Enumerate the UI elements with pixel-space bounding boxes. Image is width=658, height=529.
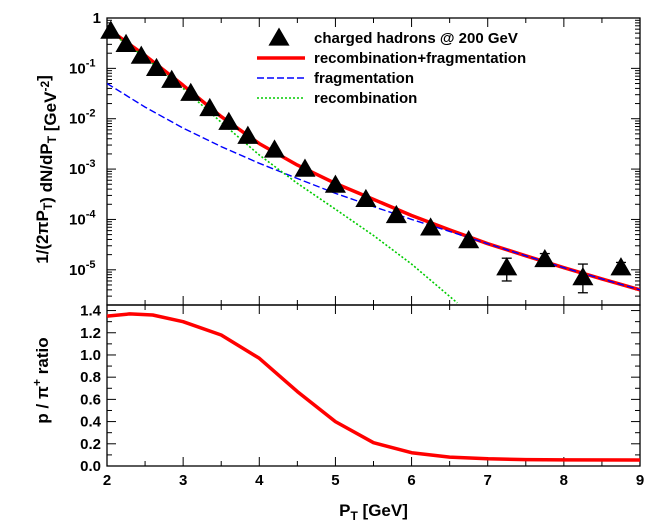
legend-label: recombination+fragmentation [314,50,526,67]
x-tick-label: 3 [179,472,187,489]
data-points [100,20,632,294]
x-tick-label: 2 [103,472,111,489]
data-point [534,248,556,268]
y-tick-label: 10-2 [69,108,95,128]
data-point [180,82,202,101]
data-point [496,257,518,276]
y-tick-label: 1.4 [80,303,102,320]
data-point [161,69,183,88]
data-point [115,33,137,52]
data-point [237,125,259,144]
y-tick-label: 0.2 [80,436,101,453]
y-tick-label: 1.0 [80,347,101,364]
data-point [199,97,221,117]
y-tick-label: 0.4 [80,414,102,431]
data-point [610,257,632,276]
legend-marker [268,27,290,46]
y-tick-label: 0.6 [80,391,101,408]
legend-label: fragmentation [314,70,414,87]
axis-labels: 1/(2πPT) dN/dPT [GeV-2] p / π+ ratio PT [G… [30,75,408,523]
data-point [130,45,152,64]
data-point [294,158,316,177]
data-point [458,230,480,249]
y-tick-exponent: -4 [86,208,97,220]
legend-label: recombination [314,90,417,107]
legend-label: charged hadrons @ 200 GeV [314,30,518,47]
y-tick-label: 1 [93,10,101,27]
data-point [263,139,286,158]
data-point [355,188,377,208]
x-tick-label: 6 [407,472,415,489]
data-point [324,174,346,193]
x-tick-label: 5 [331,472,339,489]
ratio-curve [106,312,641,462]
y-tick-label: 0.0 [80,458,101,475]
data-point [572,267,594,286]
y-tick-exponent: -5 [86,259,96,271]
y-tick-exponent: -1 [86,57,96,69]
x-tick-label: 8 [560,472,568,489]
x-tick-label: 7 [484,472,492,489]
x-axis-label: PT [GeV] [339,501,408,523]
curve-recombination [107,29,458,304]
curve-fragmentation [107,82,640,291]
x-tick-label: 9 [636,472,644,489]
ratio-frame [106,304,641,467]
data-point [100,20,122,39]
y-tick-label: 10-3 [69,158,95,178]
ratio-axis-label: p / π+ ratio [30,337,52,423]
x-tick-label: 4 [255,472,264,489]
y-tick-label: 10-5 [69,259,95,279]
data-point [385,204,407,224]
curve-recombination-fragmentation [107,26,640,292]
ratio-panel: 2 3 4 5 6 7 8 9 0.0 0.2 0.4 0.6 0.8 1.0 1.2 1.4 [80,303,644,489]
y-tick-label: 1.2 [80,325,101,342]
data-point [218,111,240,130]
data-point [420,217,442,236]
y-tick-exponent: -2 [86,108,96,120]
y-tick-exponent: -3 [86,158,96,170]
y-tick-label: 10-4 [69,208,96,228]
data-point [145,57,168,77]
legend: charged hadrons @ 200 GeV recombination+f… [257,27,526,107]
y-axis-label: 1/(2πPT) dN/dPT [GeV-2] [33,75,60,264]
y-tick-label: 0.8 [80,369,101,386]
y-tick-label: 10-1 [69,57,95,77]
